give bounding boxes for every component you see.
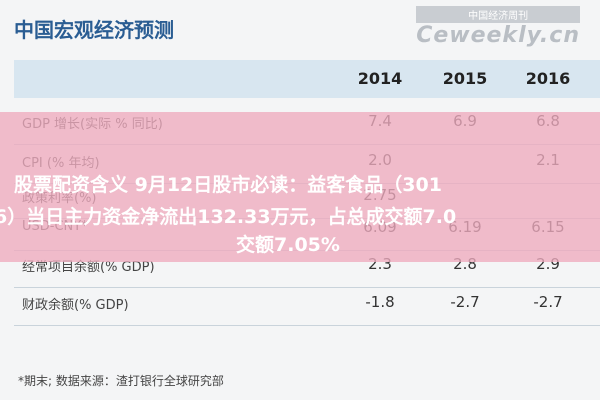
overlay-banner (0, 112, 600, 262)
cell: -2.7 (533, 293, 563, 311)
overlay-text: 交额7.05% (236, 234, 340, 256)
table-header (14, 60, 600, 98)
row-label: 经常项目余额(% GDP) (22, 260, 155, 275)
title: 中国宏观经济预测 (14, 18, 174, 42)
row-label: 财政余额(% GDP) (22, 298, 129, 313)
column-header: 2016 (525, 69, 571, 88)
column-header: 2015 (442, 69, 488, 88)
footnote: *期末; 数据来源：渣打银行全球研究部 (18, 374, 224, 388)
logo: 中国经济周刊 Ceweekly.cn (416, 6, 580, 48)
row-separator (14, 325, 600, 326)
cell: -2.7 (450, 293, 480, 311)
column-header: 2014 (357, 69, 403, 88)
overlay-text: 股票配资含义 9月12日股市必读：益客食品（301 (14, 174, 442, 196)
logo-name: 中国经济周刊 (416, 6, 580, 23)
logo-site: Ceweekly.cn (416, 23, 580, 48)
row-separator (14, 287, 600, 288)
cell: -1.8 (365, 293, 395, 311)
overlay-text: 6）当日主力资金净流出132.33万元，占总成交额7.0 (0, 206, 457, 228)
